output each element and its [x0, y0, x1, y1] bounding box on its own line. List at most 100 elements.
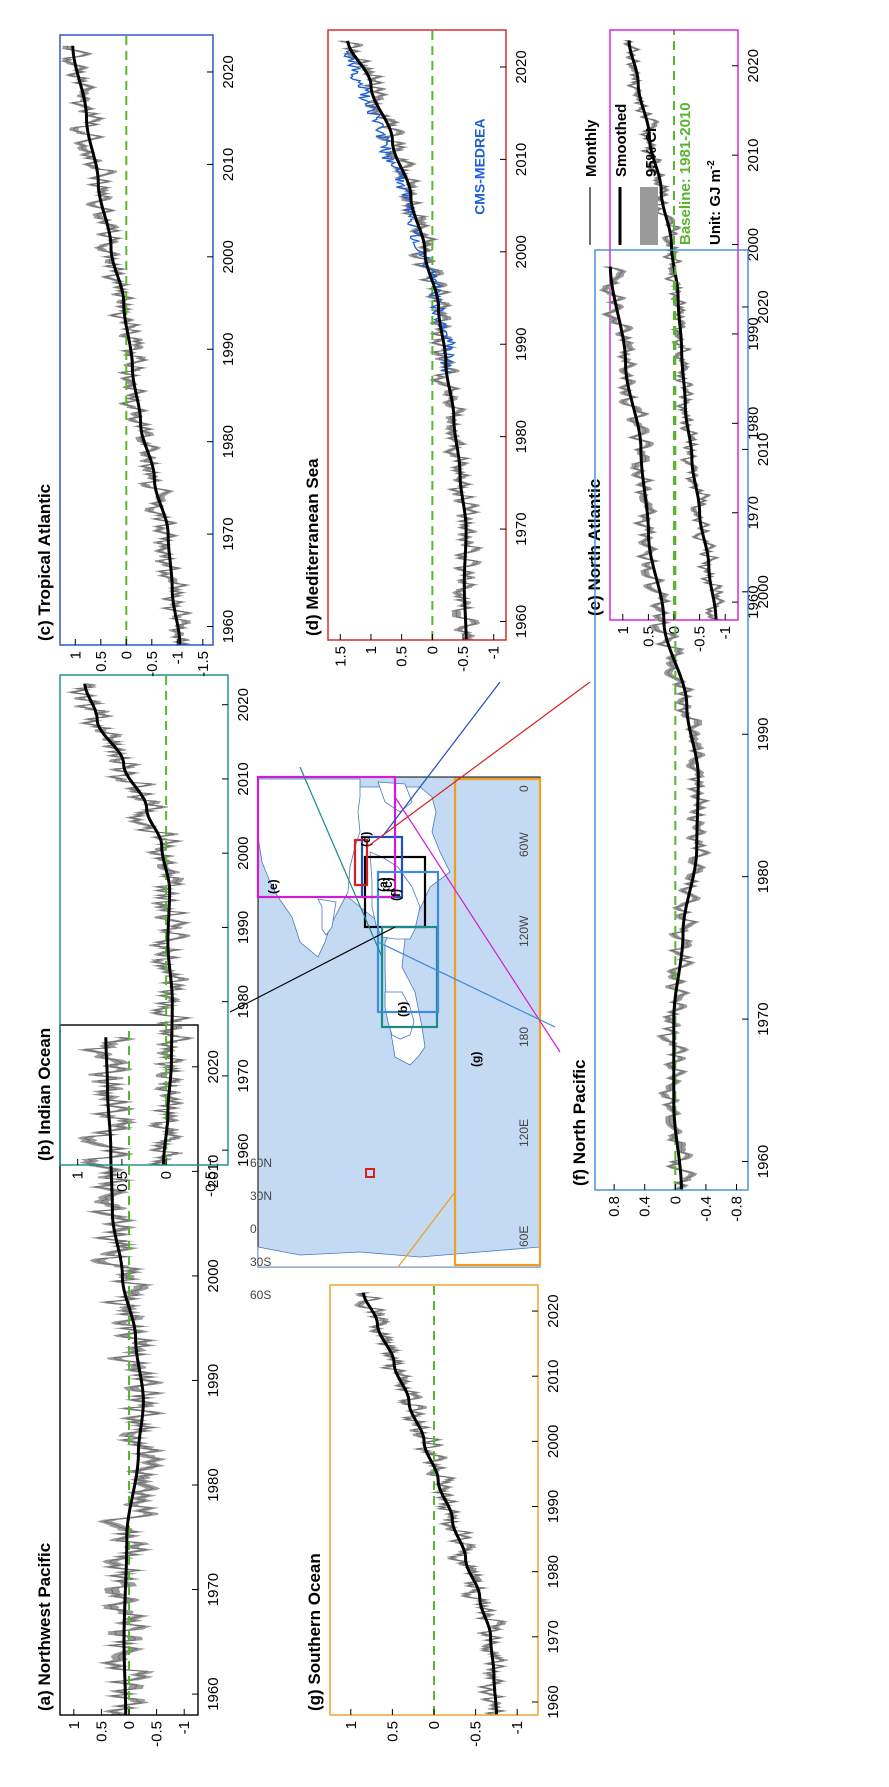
panel-c-smoothed-line	[71, 45, 182, 645]
panel-d-xtick-label: 1960	[513, 605, 530, 638]
panel-d-xtick-label: 2010	[513, 143, 530, 176]
map-box-label-f: (f)	[389, 889, 403, 901]
panel-c-xtick-label: 1970	[220, 517, 237, 550]
panel-a-xtick-label: 1990	[205, 1364, 222, 1397]
panel-c-monthly-line	[63, 45, 191, 645]
panel-b-ytick-label: -0.5	[202, 1171, 219, 1197]
panel-c-ytick-label: -0.5	[144, 651, 161, 677]
connector-a	[229, 926, 396, 1013]
map-lat-label: 60N	[250, 1156, 272, 1170]
panel-f: (f) North Pacific 1960 1970 1980 1990 2000 201…	[570, 249, 772, 1222]
chart-panels: (a) Northwest Pacific 1960 1970 1980 1990 200…	[35, 29, 772, 1747]
panel-d-ytick-label: 1	[363, 646, 380, 654]
panel-b-ytick-label: 1	[70, 1171, 87, 1179]
panel-a-ytick-label: -0.5	[149, 1721, 166, 1747]
panel-c-xtick-label: 2010	[220, 148, 237, 181]
panel-g-xtick-label: 2000	[545, 1425, 562, 1458]
map-box-label-a: (a)	[376, 877, 390, 892]
panel-d-annotation: CMS-MEDREA	[472, 118, 488, 214]
map-lon-label: 60W	[517, 832, 531, 857]
panel-b-xtick-label: 1990	[235, 911, 252, 944]
panel-e-ytick-label: 1	[615, 626, 632, 634]
panel-c-frame	[59, 34, 214, 646]
panel-g-xtick-label: 1980	[545, 1555, 562, 1588]
panel-a-xtick-label: 2010	[205, 1155, 222, 1188]
panel-c-xtick-label: 1990	[220, 333, 237, 366]
legend-unit-label: Unit: GJ m-2	[706, 160, 724, 245]
panel-b-xtick-label: 2000	[235, 836, 252, 869]
panel-b: (b) Indian Ocean 1960 1970 1980 1990 2000 2010…	[35, 674, 252, 1197]
panel-c-ci-band	[60, 45, 194, 645]
panel-a: (a) Northwest Pacific 1960 1970 1980 1990 200…	[35, 1024, 222, 1747]
panel-a-smoothed-line	[104, 1037, 145, 1715]
panel-b-xtick-label: 2010	[235, 762, 252, 795]
panel-e-xtick-label: 1970	[745, 496, 762, 529]
panel-e-ytick-label: -0.5	[692, 626, 709, 652]
panel-g-xtick-label: 2020	[545, 1294, 562, 1327]
panel-f-ytick-label: 0	[667, 1196, 684, 1204]
panel-e-xtick-label: 1980	[745, 407, 762, 440]
legend-unit-text: Unit: GJ m	[707, 169, 724, 245]
panel-e-xtick-label: 1960	[745, 585, 762, 618]
map-box-e	[256, 775, 397, 899]
panel-d-ytick-label: -0.5	[455, 646, 472, 672]
connector-b	[299, 766, 383, 958]
panel-f-ytick-label: -0.8	[729, 1196, 746, 1222]
panel-f-ytick-label: -0.4	[698, 1196, 715, 1222]
panel-f-ci-band	[598, 266, 712, 1190]
panel-g-ytick-label: -1	[509, 1721, 526, 1734]
panel-c-xtick-label: 2000	[220, 240, 237, 273]
panel-e-ytick-label: 0.5	[640, 626, 657, 647]
panel-f-ytick-label: 0.4	[637, 1196, 654, 1217]
panel-f-smoothed-line	[608, 266, 700, 1190]
map-box-label-g: (g)	[469, 1052, 483, 1067]
panel-f-frame	[594, 249, 749, 1191]
map-box-label-c: (c)	[381, 877, 395, 892]
figure-rotated-group: (a) (b) (c) (d) (e) (f) (g) 60N 30N 0 30S 60S 60E 1…	[35, 29, 772, 1747]
map-box-label-b: (b)	[396, 1002, 410, 1017]
panel-f-xtick-label: 2000	[755, 575, 772, 608]
map-lat-label: 0	[250, 1222, 257, 1236]
panel-b-ytick-label: 0	[158, 1171, 175, 1179]
panel-a-xtick-label: 1970	[205, 1573, 222, 1606]
panel-b-xtick-label: 1980	[235, 985, 252, 1018]
panel-d-ytick-label: 1.5	[332, 646, 349, 667]
map-lon-label: 0	[517, 785, 531, 792]
panel-b-ci-band	[65, 683, 196, 1165]
panel-d-xtick-label: 1970	[513, 512, 530, 545]
panel-b-frame	[59, 674, 229, 1166]
panel-b-xtick-label: 2020	[235, 688, 252, 721]
map-land-antarctica	[257, 1246, 541, 1268]
map-lon-label: 60E	[517, 1226, 531, 1247]
panel-e-smoothed-line	[627, 40, 718, 620]
panel-g-ci-band	[353, 1292, 509, 1715]
panel-g-smoothed-line	[361, 1292, 498, 1715]
panel-a-ci-band	[76, 1037, 168, 1715]
panel-b-ytick-label: 0.5	[114, 1171, 131, 1192]
panel-c-ytick-label: 0	[118, 651, 135, 659]
panel-d-title: (d) Mediterranean Sea	[303, 458, 322, 636]
connector-c	[381, 681, 501, 838]
map-land-india	[317, 898, 337, 936]
panel-d-smoothed-line	[346, 40, 468, 640]
panel-g-xtick-label: 1970	[545, 1620, 562, 1653]
panel-e-xtick-label: 2010	[745, 138, 762, 171]
map-lon-label: 120E	[517, 1119, 531, 1147]
panel-g-xtick-label: 1990	[545, 1490, 562, 1523]
panel-c-ytick-label: 1	[67, 651, 84, 659]
panel-a-ytick-label: 0	[121, 1721, 138, 1729]
panel-c: (c) Tropical Atlantic 1960 1970 1980 1990 200…	[35, 34, 237, 677]
map-lon-label: 180	[517, 1027, 531, 1047]
connector-g	[397, 1191, 456, 1268]
panel-g-ytick-label: 0.5	[384, 1721, 401, 1742]
map-lat-label: 60S	[250, 1288, 271, 1302]
panel-g-xtick-label: 1960	[545, 1685, 562, 1718]
panel-f-xtick-label: 1960	[755, 1145, 772, 1178]
panel-d-xtick-label: 1980	[513, 420, 530, 453]
panel-d-xtick-label: 2020	[513, 50, 530, 83]
panel-c-ytick-label: -1.5	[195, 651, 212, 677]
panel-e-xtick-label: 2020	[745, 49, 762, 82]
panel-d-ytick-label: -1	[486, 646, 503, 659]
legend-ci-swatch	[640, 187, 658, 245]
